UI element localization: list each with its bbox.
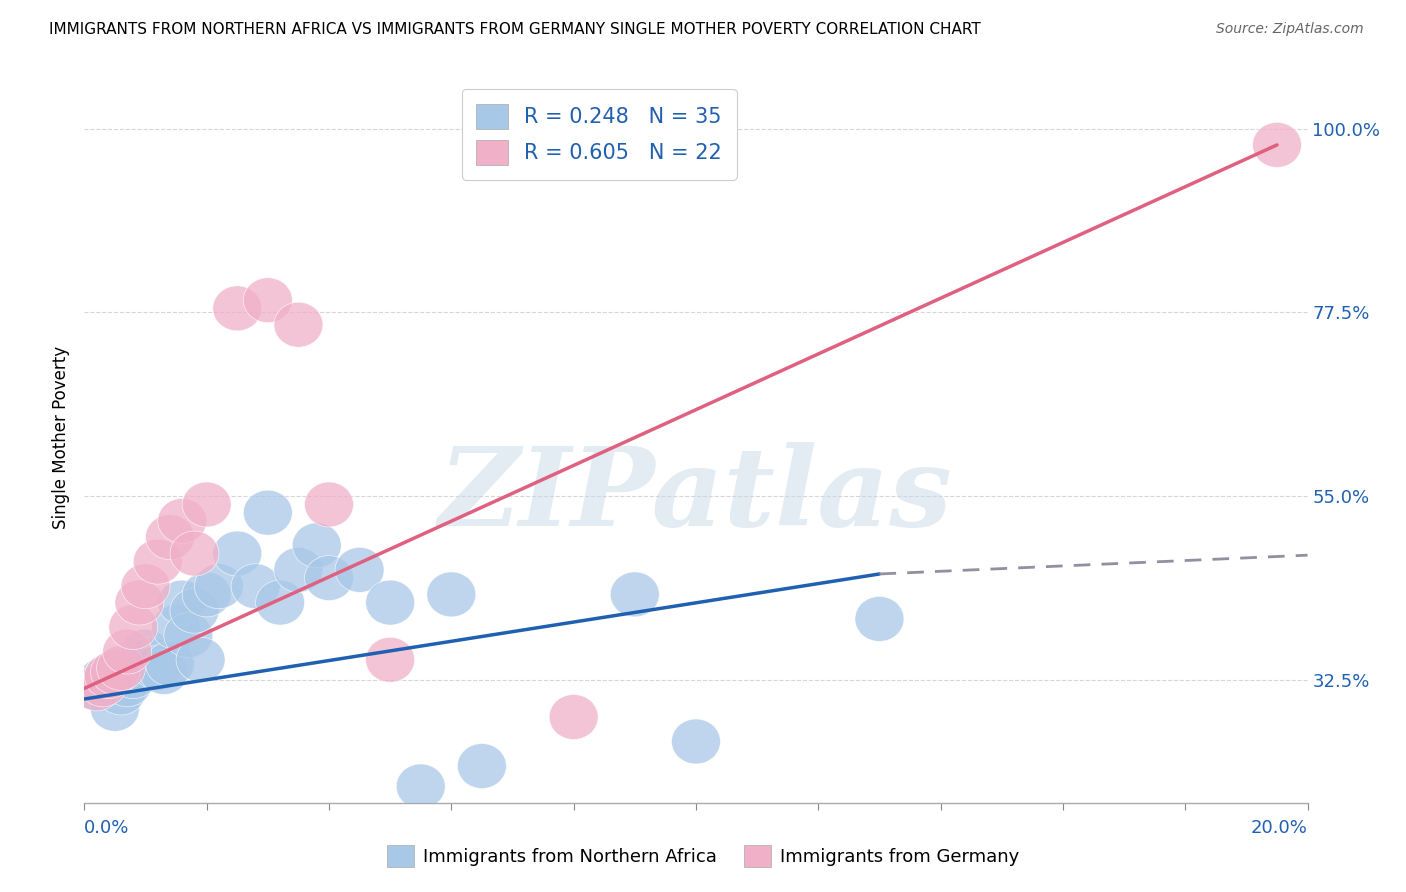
Ellipse shape [243,277,292,323]
Ellipse shape [139,649,188,695]
Ellipse shape [194,564,243,608]
Ellipse shape [121,629,170,674]
Ellipse shape [672,719,720,764]
Ellipse shape [157,580,207,625]
Ellipse shape [457,744,506,789]
Ellipse shape [243,491,292,535]
Legend: Immigrants from Northern Africa, Immigrants from Germany: Immigrants from Northern Africa, Immigra… [380,838,1026,874]
Ellipse shape [274,548,323,592]
Ellipse shape [170,588,219,633]
Ellipse shape [212,531,262,576]
Ellipse shape [146,641,194,686]
Ellipse shape [103,662,152,706]
Ellipse shape [427,572,475,617]
Ellipse shape [134,540,183,584]
Legend: R = 0.248   N = 35, R = 0.605   N = 22: R = 0.248 N = 35, R = 0.605 N = 22 [461,89,737,179]
Ellipse shape [274,302,323,347]
Ellipse shape [183,572,231,617]
Ellipse shape [108,654,157,698]
Ellipse shape [292,523,342,568]
Ellipse shape [103,629,152,674]
Text: 0.0%: 0.0% [84,819,129,837]
Ellipse shape [84,654,134,698]
Ellipse shape [121,564,170,608]
Ellipse shape [97,646,146,690]
Ellipse shape [1253,122,1302,168]
Ellipse shape [90,686,139,731]
Ellipse shape [396,764,446,809]
Ellipse shape [977,871,1026,892]
Ellipse shape [152,605,201,649]
Ellipse shape [170,531,219,576]
Ellipse shape [108,605,157,649]
Ellipse shape [146,515,194,559]
Text: 20.0%: 20.0% [1251,819,1308,837]
Ellipse shape [305,556,353,600]
Ellipse shape [183,482,231,527]
Ellipse shape [550,695,598,739]
Ellipse shape [72,666,121,711]
Ellipse shape [157,499,207,543]
Ellipse shape [79,662,127,706]
Ellipse shape [366,580,415,625]
Ellipse shape [90,649,139,695]
Ellipse shape [165,613,212,657]
Y-axis label: Single Mother Poverty: Single Mother Poverty [52,345,70,529]
Ellipse shape [855,597,904,641]
Ellipse shape [212,286,262,331]
Ellipse shape [231,564,280,608]
Ellipse shape [84,654,134,698]
Ellipse shape [610,572,659,617]
Ellipse shape [366,637,415,682]
Ellipse shape [115,580,165,625]
Ellipse shape [176,637,225,682]
Ellipse shape [335,548,384,592]
Ellipse shape [256,580,305,625]
Ellipse shape [79,657,127,703]
Ellipse shape [134,646,183,690]
Text: ZIPatlas: ZIPatlas [439,442,953,549]
Ellipse shape [305,482,353,527]
Ellipse shape [97,670,146,715]
Ellipse shape [72,666,121,711]
Ellipse shape [115,646,165,690]
Ellipse shape [127,637,176,682]
Text: IMMIGRANTS FROM NORTHERN AFRICA VS IMMIGRANTS FROM GERMANY SINGLE MOTHER POVERTY: IMMIGRANTS FROM NORTHERN AFRICA VS IMMIG… [49,22,981,37]
Text: Source: ZipAtlas.com: Source: ZipAtlas.com [1216,22,1364,37]
